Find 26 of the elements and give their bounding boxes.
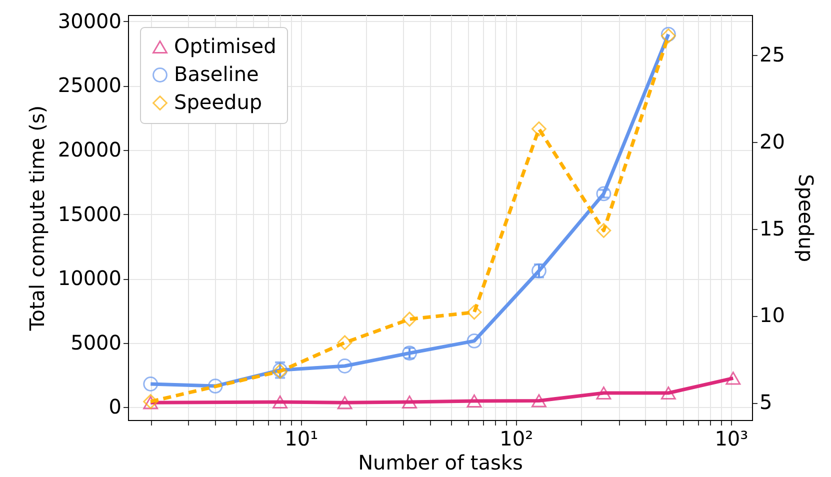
y2-tick-label: 15	[760, 216, 785, 240]
y-tick-label: 10000	[58, 266, 122, 290]
y-tick-label: 20000	[58, 138, 122, 162]
legend-label: Optimised	[174, 34, 276, 58]
y-tick-label: 30000	[58, 8, 122, 33]
x-tick-label: 10²	[500, 426, 534, 450]
point	[532, 121, 546, 136]
y-tick-label: 0	[108, 394, 122, 419]
point	[596, 223, 612, 238]
x-axis-title: Number of tasks	[358, 450, 523, 474]
x-tick-label: 10¹	[284, 426, 318, 450]
y2-tick-label: 25	[760, 42, 785, 66]
y-tick-label: 15000	[58, 202, 122, 226]
point	[402, 312, 417, 327]
y2-tick-label: 5	[760, 390, 772, 414]
y2-axis-title: Speedup	[794, 174, 818, 262]
point	[466, 304, 482, 320]
point	[337, 335, 352, 350]
y-tick-label: 25000	[58, 73, 122, 98]
x-tick-label: 10³	[714, 426, 748, 450]
legend-label: Speedup	[174, 90, 262, 114]
legend-label: Baseline	[174, 62, 259, 86]
y-axis-title: Total compute time (s)	[24, 105, 49, 332]
y2-tick-label: 10	[760, 303, 785, 328]
y2-tick-label: 20	[760, 129, 785, 154]
y-tick-label: 5000	[70, 330, 122, 354]
